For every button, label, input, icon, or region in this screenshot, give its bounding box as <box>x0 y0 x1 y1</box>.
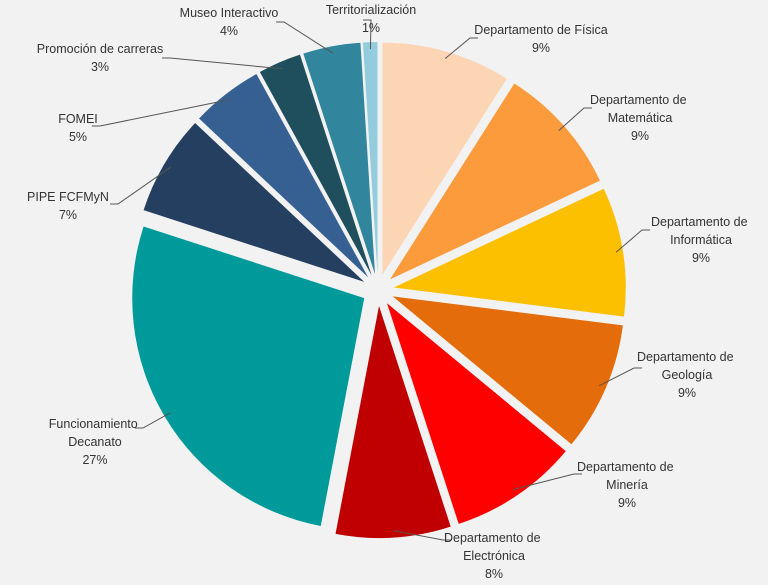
leader-line <box>276 21 334 54</box>
label-line: Minería <box>606 478 648 492</box>
value-label: 9% <box>618 496 636 510</box>
label-line: Departamento de <box>577 460 677 474</box>
leader-line <box>92 99 231 127</box>
leader-line <box>598 367 642 387</box>
pie-slice <box>382 42 507 275</box>
label-line: Departamento de <box>444 531 544 545</box>
slice-label: Departamento de Matemática <box>590 93 690 125</box>
value-label: 9% <box>631 129 649 143</box>
pie-slice <box>362 42 378 275</box>
slice-label: Funcionamiento Decanato <box>49 417 141 449</box>
value-label: 9% <box>678 386 696 400</box>
slice-label: Departamento de Física <box>474 23 607 37</box>
label-line: Decanato <box>68 435 122 449</box>
value-label: 3% <box>91 60 109 74</box>
label-line: Geología <box>662 368 713 382</box>
value-label: 9% <box>692 251 710 265</box>
pie-slice <box>303 42 376 275</box>
pie-slice <box>132 226 365 527</box>
pie-slice <box>386 303 566 524</box>
pie-slice <box>335 305 451 538</box>
slice-label: Departamento de Minería <box>577 460 677 492</box>
leader-line <box>393 530 451 541</box>
slice-label: Territorialización <box>326 3 416 17</box>
leader-line <box>162 57 283 70</box>
label-line: Matemática <box>608 111 673 125</box>
pie-slice <box>393 188 626 317</box>
leader-line <box>513 473 582 490</box>
label-line: Departamento de <box>651 215 751 229</box>
value-label: 27% <box>82 453 107 467</box>
value-label: 5% <box>69 130 87 144</box>
leader-line <box>558 107 592 131</box>
leader-line <box>444 37 478 59</box>
pie-slice <box>390 83 600 280</box>
slice-label: Promoción de carreras <box>37 42 163 56</box>
label-line: Departamento de <box>590 93 690 107</box>
value-label: 1% <box>362 21 380 35</box>
slice-label: Museo Interactivo <box>180 6 279 20</box>
leader-line <box>363 19 372 50</box>
label-line: Departamento de <box>637 350 737 364</box>
value-label: 4% <box>220 24 238 38</box>
slice-label: PIPE FCFMyN <box>27 190 109 204</box>
label-line: Funcionamiento <box>49 417 141 431</box>
pie-slice <box>259 54 372 276</box>
value-label: 8% <box>485 567 503 581</box>
leader-line <box>615 229 650 253</box>
slice-label: Departamento de Informática <box>651 215 751 247</box>
label-line: Informática <box>670 233 732 247</box>
slice-label: FOMEI <box>58 112 98 126</box>
label-line: Electrónica <box>463 549 525 563</box>
leader-line <box>135 412 171 429</box>
pie-slice <box>143 123 365 282</box>
leader-line <box>110 166 171 205</box>
pie-slice <box>392 296 623 445</box>
slice-label: Departamento de Geología <box>637 350 737 382</box>
slice-label: Departamento de Electrónica <box>444 531 544 563</box>
pie-slice <box>199 74 369 278</box>
value-label: 9% <box>532 41 550 55</box>
value-label: 7% <box>59 208 77 222</box>
